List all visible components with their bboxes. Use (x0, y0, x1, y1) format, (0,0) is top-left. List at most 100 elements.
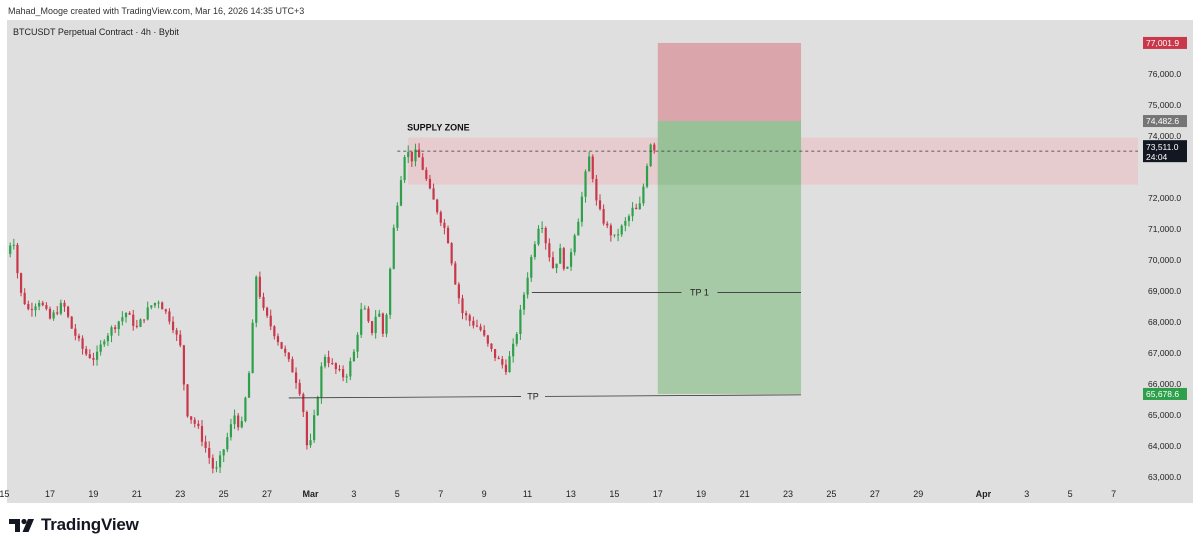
candle-body (287, 352, 290, 360)
candle-body (573, 235, 576, 253)
candle-body (74, 328, 77, 336)
candle-body (331, 363, 334, 365)
candle-body (436, 199, 439, 213)
candle-body (211, 457, 214, 469)
x-tick-label: 17 (653, 489, 663, 499)
candle-body (41, 302, 44, 306)
brand-logo[interactable]: TradingView (9, 515, 139, 535)
candle-body (309, 440, 312, 446)
candle-body (218, 455, 222, 468)
stop-price-badge-bg (1143, 36, 1187, 49)
candle-body (512, 343, 515, 357)
candle-body (139, 319, 142, 327)
candle-body (85, 348, 88, 355)
candle-body (244, 397, 247, 422)
candle-body (653, 144, 656, 151)
candle-body (132, 314, 135, 326)
x-tick-label: 5 (395, 489, 400, 499)
candle-body (392, 227, 395, 269)
x-tick-label: 19 (88, 489, 98, 499)
y-tick-label: 67,000.0 (1148, 348, 1181, 358)
x-tick-label: 21 (132, 489, 142, 499)
x-tick-label: 21 (740, 489, 750, 499)
x-tick-label: 9 (482, 489, 487, 499)
candle-body (276, 336, 280, 343)
x-tick-label: 27 (870, 489, 880, 499)
candle-body (117, 321, 120, 330)
candle-body (417, 149, 421, 158)
candle-body (551, 257, 555, 269)
candle-body (591, 156, 594, 179)
candle-body (486, 335, 489, 344)
symbol-title: BTCUSDT Perpetual Contract · 4h · Bybit (13, 27, 179, 37)
candle-body (645, 165, 649, 187)
chart-plot-area[interactable] (7, 20, 1193, 503)
zone-overlap (657, 121, 802, 185)
candle-body (161, 302, 164, 310)
candle-body (103, 341, 106, 345)
candle-body (305, 411, 309, 446)
candle-body (566, 266, 569, 269)
candle-body (70, 316, 73, 329)
x-tick-label: 7 (438, 489, 443, 499)
candle-body (508, 356, 511, 373)
x-tick-label: 23 (783, 489, 793, 499)
candle-body (414, 149, 417, 162)
candle-body (649, 144, 652, 166)
candle-body (30, 309, 34, 311)
x-tick-label: 11 (523, 489, 532, 499)
candle-body (468, 315, 471, 321)
time-axis: 15 17 19 21 23 25 27 Mar 3 5 7 9 11 13 15 17 19 21 23 25 27 2… (0, 489, 1116, 499)
candle-body (294, 372, 298, 384)
candle-body (490, 343, 493, 349)
candle-body (399, 180, 403, 206)
current-price-badge-bg (1143, 140, 1187, 163)
y-tick-label: 70,000.0 (1148, 255, 1181, 265)
candle-body (298, 383, 301, 395)
candle-body (370, 321, 374, 334)
candle-body (616, 234, 620, 236)
candle-body (16, 244, 19, 274)
candle-body (182, 345, 185, 385)
candle-body (580, 196, 584, 222)
candle-body (367, 308, 370, 322)
x-tick-label: 15 (0, 489, 9, 499)
candle-body (269, 315, 272, 327)
annotation-lines-layer (288, 150, 1138, 399)
candle-body (338, 369, 341, 371)
candle-body (606, 223, 609, 226)
candle-body (226, 437, 229, 450)
x-tick-label: 17 (45, 489, 55, 499)
target-price-badge-bg (1143, 387, 1187, 400)
candle-body (537, 228, 540, 245)
candle-body (559, 248, 562, 264)
x-tick-label: 25 (826, 489, 836, 499)
candle-body (157, 302, 160, 304)
candle-body (454, 263, 457, 285)
candle-body (316, 397, 319, 416)
candle-body (577, 221, 580, 236)
candle-body (92, 358, 95, 360)
candle-body (475, 325, 479, 327)
candle-body (200, 426, 204, 442)
candle-body (190, 416, 193, 420)
y-tick-label: 75,000.0 (1148, 100, 1181, 110)
candle-body (208, 447, 211, 458)
candle-body (302, 394, 305, 412)
author-credit: Mahad_Mooge created with TradingView.com… (8, 6, 305, 16)
candle-body (38, 302, 41, 307)
candle-body (229, 424, 233, 438)
candle-body (627, 216, 631, 221)
candle-body (428, 178, 432, 189)
candle-body (135, 325, 138, 327)
candle-body (446, 227, 450, 244)
candle-body (472, 320, 475, 326)
candle-body (273, 326, 276, 337)
candle-body (128, 312, 131, 315)
y-tick-label: 76,000.0 (1148, 69, 1181, 79)
candle-body (186, 384, 189, 417)
zones-layer (408, 42, 1138, 394)
candle-body (233, 415, 236, 425)
candle-body (327, 356, 330, 364)
